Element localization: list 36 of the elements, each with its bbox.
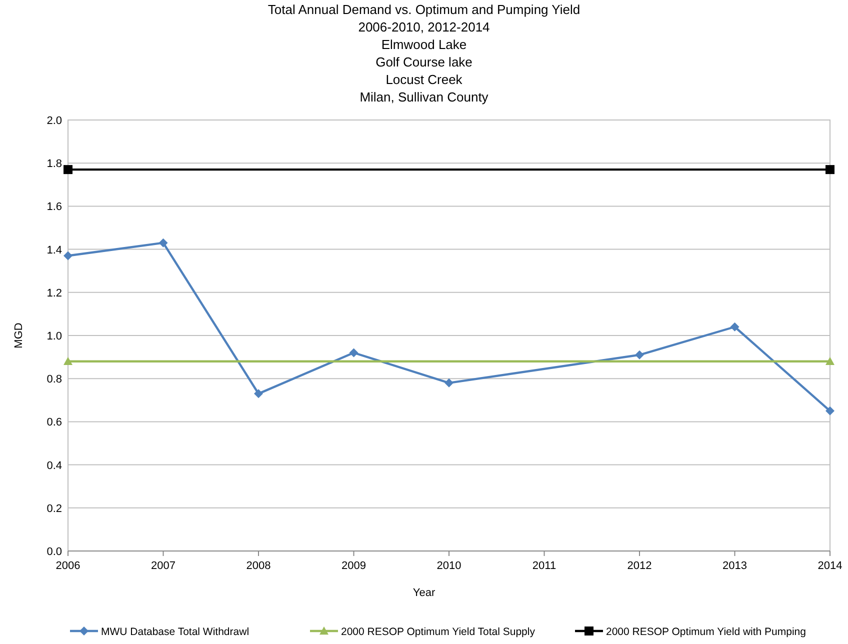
x-tick-label: 2006 [56, 560, 80, 572]
y-axis-title: MGD [13, 322, 25, 348]
point [349, 348, 358, 358]
point [444, 378, 454, 388]
x-axis-title: Year [412, 587, 436, 599]
point [635, 350, 644, 360]
x-tick-label: 2012 [627, 560, 652, 572]
y-tick-label: 0.6 [46, 416, 62, 429]
point [254, 389, 263, 398]
x-tick-label: 2014 [818, 560, 842, 572]
x-tick-label: 2008 [246, 560, 271, 572]
y-tick-label: 0.4 [46, 460, 62, 472]
x-tick-label: 2007 [151, 560, 176, 572]
y-tick-label: 1.0 [46, 330, 62, 342]
x-tick-label: 2013 [722, 560, 747, 572]
legend-label: 2000 RESOP Optimum Yield Total Supply [341, 626, 536, 638]
point [826, 406, 834, 416]
point [64, 165, 72, 174]
y-tick-label: 2.0 [46, 115, 62, 127]
y-tick-label: 0.2 [46, 502, 62, 515]
x-tick-label: 2011 [532, 560, 556, 572]
y-tick-label: 0.0 [46, 546, 62, 558]
y-tick-label: 1.8 [46, 158, 62, 170]
x-tick-label: 2009 [342, 560, 366, 572]
chart-title: Total Annual Demand vs. Optimum and Pumping Yield 2006-2010, 2012-2014 Elmwood Lake Golf Course lake Locust Creek Milan, Sullivan County [268, 2, 580, 104]
y-tick-label: 1.6 [46, 201, 62, 214]
point [64, 251, 72, 260]
y-tick-label: 1.2 [46, 287, 62, 300]
x-tick-label: 2010 [436, 560, 462, 572]
y-tick-label: 0.8 [46, 374, 62, 386]
legend-label: MWU Database Total Withdrawl [101, 626, 250, 638]
point [158, 238, 168, 248]
point [730, 322, 740, 332]
point [826, 165, 834, 174]
y-tick-label: 1.4 [46, 244, 62, 256]
legend-label: 2000 RESOP Optimum Yield with Pumping [606, 626, 806, 638]
